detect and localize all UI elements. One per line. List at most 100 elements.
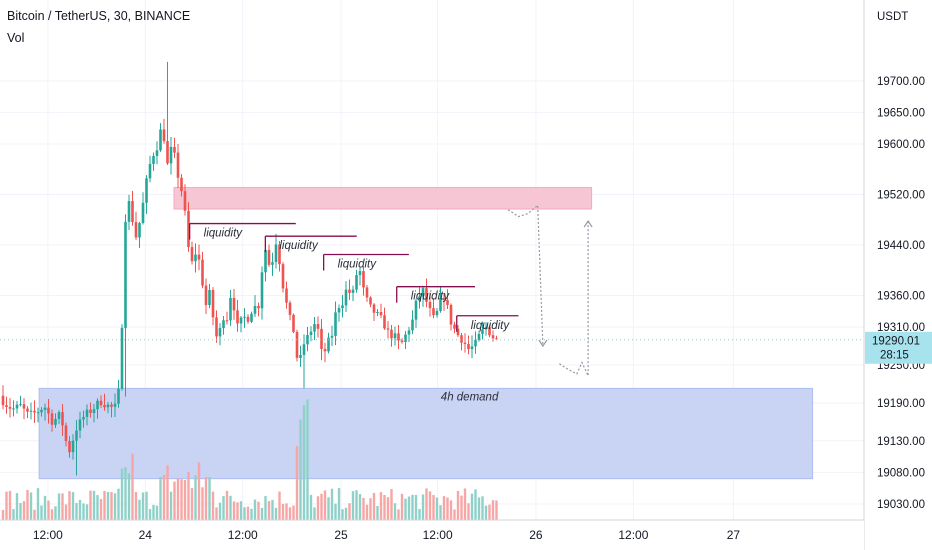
candle-body: [456, 328, 460, 336]
candle-body: [320, 328, 323, 349]
candle-body: [183, 191, 187, 211]
volume-bar: [99, 499, 103, 520]
volume-bar: [211, 491, 215, 520]
candle-body: [201, 259, 204, 286]
candle-body: [274, 244, 278, 263]
projection-path-2-arrow: [583, 219, 593, 228]
volume-bar: [29, 492, 33, 520]
volume-layer: [1, 399, 498, 520]
volume-bar: [253, 499, 257, 520]
volume-bar: [460, 495, 463, 520]
volume-bar: [131, 453, 134, 520]
liquidity-label: liquidity: [338, 259, 378, 271]
volume-bar: [491, 500, 495, 520]
volume-bar: [334, 503, 337, 520]
volume-bar: [274, 507, 278, 520]
candle-body: [477, 333, 481, 340]
volume-bar: [369, 498, 372, 520]
candle-body: [393, 333, 397, 339]
candle-body: [96, 400, 99, 410]
time-tick-label: 12:00: [33, 528, 63, 542]
volume-bar: [229, 495, 232, 520]
candle-body: [299, 354, 302, 358]
volume-bar: [201, 487, 204, 520]
volume-bar: [386, 497, 390, 520]
volume-bar: [295, 446, 299, 520]
volume-bar: [463, 488, 467, 520]
volume-bar: [341, 509, 344, 520]
price-tick-label: 19310.00: [877, 322, 925, 334]
candle-body: [344, 289, 348, 306]
volume-bar: [435, 497, 439, 520]
candle-body: [337, 308, 341, 313]
candle-body: [106, 404, 110, 408]
volume-bar: [232, 501, 236, 520]
candle-body: [57, 412, 61, 419]
volume-bar: [162, 474, 166, 520]
volume-bar: [446, 497, 449, 520]
candle-body: [355, 275, 358, 290]
volume-bar: [222, 496, 225, 520]
volume-bar: [85, 504, 89, 520]
volume-bar: [155, 505, 159, 520]
volume-bar: [390, 489, 393, 520]
volume-bar: [110, 492, 113, 520]
candle-body: [292, 314, 295, 332]
volume-bar: [176, 478, 180, 520]
volume-bar: [327, 497, 330, 520]
symbol-title[interactable]: Bitcoin / TetherUS, 30, BINANCE: [7, 9, 191, 23]
volume-bar: [243, 507, 246, 520]
candle-body: [341, 305, 344, 309]
volume-bar: [54, 506, 57, 520]
volume-bar: [376, 505, 379, 520]
supply-zone: [173, 187, 593, 210]
volume-bar: [78, 499, 82, 520]
candle-body: [204, 285, 208, 306]
candle-body: [376, 312, 379, 314]
price-tick-label: 19190.00: [877, 398, 925, 410]
candle-body: [47, 407, 50, 414]
candle-body: [243, 316, 246, 318]
volume-bar: [71, 492, 75, 520]
currency-label: USDT: [877, 11, 908, 23]
volume-bar: [64, 504, 68, 520]
volume-bar: [204, 477, 208, 520]
volume-bar: [362, 497, 365, 520]
candle-body: [260, 272, 264, 309]
volume-bar: [159, 476, 162, 520]
candle-body: [103, 405, 106, 408]
candle-body: [8, 407, 12, 409]
candle-body: [239, 317, 243, 324]
volume-bar: [124, 467, 127, 520]
candle-body: [166, 141, 169, 164]
price-tick-label: 19440.00: [877, 240, 925, 252]
liquidity-label: liquidity: [279, 240, 319, 252]
volume-bar: [208, 477, 211, 520]
candle-body: [141, 202, 145, 224]
volume-bar: [474, 489, 477, 520]
candle-body: [33, 410, 36, 413]
volume-bar: [26, 490, 29, 520]
volume-bar: [383, 494, 386, 520]
time-tick-label: 12:00: [423, 528, 453, 542]
candle-body: [176, 152, 180, 178]
volume-bar: [152, 504, 155, 520]
volume-bar: [484, 505, 488, 520]
candle-body: [334, 312, 337, 336]
candle-body: [330, 335, 334, 338]
candle-body: [71, 440, 75, 453]
volume-bar: [92, 490, 96, 520]
candle-body: [271, 262, 274, 265]
volume-bar: [488, 504, 491, 520]
candle-body: [169, 146, 173, 164]
volume-bar: [344, 507, 348, 520]
volume-bar: [57, 493, 61, 520]
volume-bar: [8, 490, 12, 520]
volume-label[interactable]: Vol: [7, 31, 25, 45]
candle-body: [211, 290, 215, 318]
candle-body: [463, 342, 467, 344]
candle-body: [50, 413, 54, 425]
volume-bar: [414, 495, 418, 520]
